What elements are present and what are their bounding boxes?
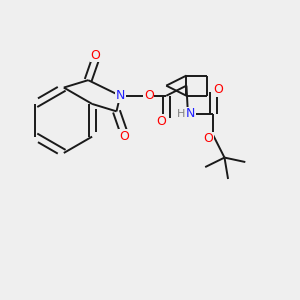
Text: O: O <box>157 115 166 128</box>
Text: N: N <box>116 89 125 102</box>
Text: O: O <box>144 89 154 102</box>
Text: O: O <box>213 83 223 96</box>
Text: H: H <box>177 109 186 119</box>
Text: O: O <box>119 130 129 143</box>
Text: O: O <box>203 132 213 146</box>
Text: N: N <box>186 107 196 120</box>
Text: O: O <box>91 49 100 62</box>
